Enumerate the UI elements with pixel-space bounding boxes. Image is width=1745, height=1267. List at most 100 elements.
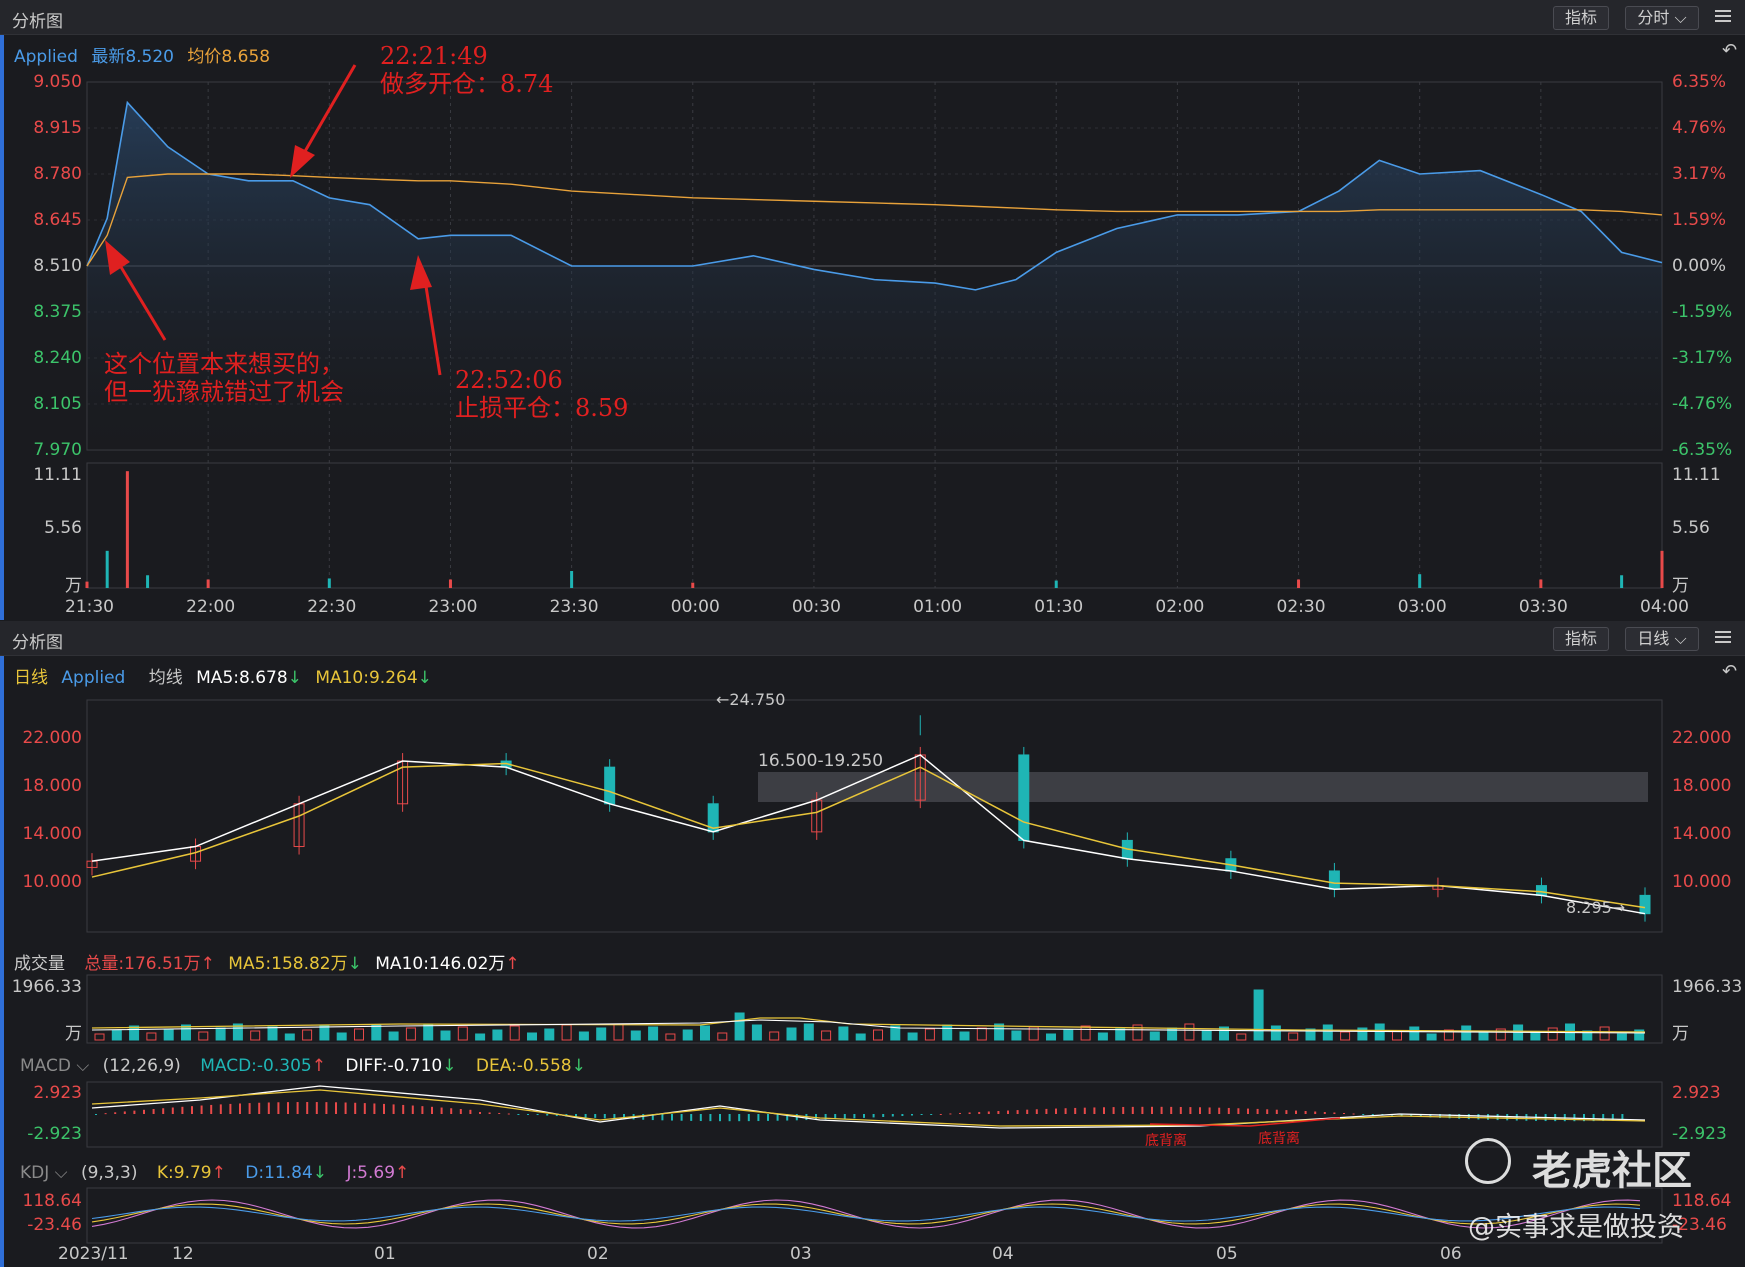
- indicator-button[interactable]: 指标: [1553, 6, 1609, 30]
- price-tick: 8.105: [33, 394, 82, 414]
- macd-bar: [479, 1111, 481, 1114]
- volume-bar: [1582, 1030, 1593, 1041]
- price-tick: 8.915: [33, 118, 82, 138]
- macd-bar: [171, 1107, 174, 1114]
- time-tick: 01:30: [1034, 597, 1084, 617]
- kdj-tick: 118.64: [22, 1191, 82, 1211]
- price-tick: 8.375: [33, 302, 82, 322]
- bottom-divergence-label: 底背离: [1145, 1133, 1187, 1149]
- macd-bar: [104, 1113, 107, 1115]
- reset-icon[interactable]: ↶: [1722, 40, 1738, 61]
- macd-bar: [95, 1114, 97, 1115]
- volume-plot-frame: [86, 974, 1663, 1044]
- macd-bar: [1199, 1107, 1201, 1114]
- macd-bar: [719, 1114, 721, 1122]
- macd-bar: [527, 1114, 529, 1115]
- j-value: J:5.69: [346, 1163, 396, 1183]
- date-tick: 06: [1440, 1244, 1462, 1264]
- stop-loss-time: 22:52:06: [455, 366, 563, 394]
- pct-tick: 1.59%: [1672, 210, 1727, 230]
- volume-bar: [976, 1027, 987, 1041]
- period-select-button[interactable]: 分时 ⌵: [1625, 6, 1699, 30]
- time-tick: 02:00: [1155, 597, 1205, 617]
- daily-price-tick: 22.000: [1672, 728, 1732, 748]
- vol-tick: 11.11: [33, 465, 82, 485]
- macd-bar: [1179, 1106, 1182, 1114]
- macd-bar: [843, 1114, 846, 1119]
- pct-tick: -4.76%: [1672, 394, 1733, 414]
- volume-title: 成交量: [14, 954, 65, 974]
- volume-bar: [1201, 1030, 1212, 1041]
- macd-bar: [1256, 1108, 1259, 1114]
- daily-plot-frame: [86, 699, 1663, 933]
- macd-bar: [1467, 1114, 1470, 1120]
- macd-bar: [258, 1102, 261, 1114]
- macd-bar: [776, 1114, 779, 1121]
- macd-bar: [315, 1102, 318, 1114]
- daily-price-tick: 10.000: [1672, 872, 1732, 892]
- volume-bar: [544, 1028, 555, 1041]
- panel2-title: 分析图: [12, 633, 63, 653]
- volume-bar: [232, 1023, 243, 1041]
- panel1-header: 分析图 指标 分时 ⌵: [0, 0, 1745, 35]
- symbol-label[interactable]: Applied: [14, 47, 78, 67]
- macd-bar: [949, 1113, 952, 1115]
- volume-bar: [1270, 1025, 1281, 1041]
- macd-bar: [1285, 1110, 1288, 1114]
- volume-bar: [907, 1032, 918, 1041]
- menu-icon[interactable]: [1715, 7, 1731, 25]
- period-select-button[interactable]: 日线 ⌵: [1625, 627, 1699, 651]
- macd-bar: [1352, 1113, 1355, 1115]
- date-tick: 04: [992, 1244, 1014, 1264]
- candle-body: [1535, 885, 1547, 896]
- ma10-value: MA10:9.264: [315, 668, 418, 688]
- date-tick: 01: [374, 1244, 396, 1264]
- candle-body: [1328, 870, 1340, 890]
- macd-bar: [1362, 1114, 1365, 1115]
- reset-icon[interactable]: ↶: [1722, 661, 1738, 682]
- macd-bar: [1400, 1114, 1403, 1117]
- volume-bar: [665, 1033, 676, 1041]
- menu-icon[interactable]: [1715, 628, 1731, 646]
- volume-bar: [181, 1024, 191, 1041]
- kdj-tick: -23.46: [1672, 1215, 1727, 1235]
- volume-bar: [509, 1025, 520, 1041]
- macd-bar: [853, 1114, 856, 1119]
- volume-bar: [1219, 1026, 1229, 1041]
- volume-bar: [146, 575, 150, 588]
- macd-bar: [133, 1110, 136, 1114]
- macd-title[interactable]: MACD ⌵: [20, 1056, 90, 1076]
- volume-bar: [1297, 579, 1301, 588]
- intraday-chart[interactable]: [0, 0, 1745, 620]
- symbol-label[interactable]: Applied: [61, 668, 126, 688]
- resistance-zone: [758, 772, 1648, 802]
- volume-bar: [561, 1024, 572, 1041]
- macd-bar: [1487, 1114, 1489, 1120]
- macd-bar: [152, 1109, 155, 1114]
- macd-bar: [603, 1114, 606, 1119]
- pct-tick: 3.17%: [1672, 164, 1727, 184]
- kdj-title[interactable]: KDJ ⌵: [20, 1163, 68, 1183]
- macd-params: (12,26,9): [102, 1056, 181, 1076]
- macd-bar: [431, 1106, 433, 1114]
- volume-bar: [1063, 1029, 1074, 1041]
- macd-bar: [306, 1102, 309, 1114]
- macd-bar: [1083, 1107, 1086, 1114]
- volume-bar: [717, 1032, 728, 1041]
- avg-price-label: 均价8.658: [187, 47, 271, 67]
- volume-bar: [198, 1031, 209, 1041]
- zone-label: 16.500-19.250: [758, 751, 884, 771]
- volume-bar: [267, 1026, 278, 1041]
- macd-bar: [594, 1114, 597, 1118]
- vol-tick: 11.11: [1672, 465, 1721, 485]
- macd-bar: [699, 1114, 702, 1122]
- indicator-button[interactable]: 指标: [1553, 627, 1609, 651]
- macd-bar: [1304, 1111, 1307, 1114]
- time-tick: 01:00: [913, 597, 963, 617]
- macd-bar: [354, 1102, 357, 1114]
- price-tick: 8.645: [33, 210, 82, 230]
- kdj-tick: 118.64: [1672, 1191, 1732, 1211]
- macd-bar: [709, 1114, 712, 1122]
- volume-bar: [423, 1023, 434, 1041]
